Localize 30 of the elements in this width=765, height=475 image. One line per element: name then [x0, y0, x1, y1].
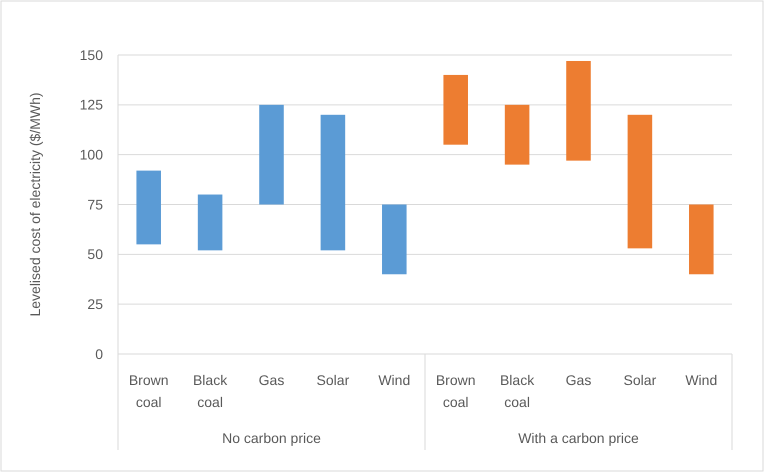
x-tick-label: Solar [624, 372, 657, 388]
bar [443, 74, 468, 145]
bar [136, 170, 161, 244]
y-tick-label: 0 [95, 346, 104, 362]
x-tick-label: Black coal [192, 372, 228, 410]
bar [566, 60, 591, 161]
bar [689, 204, 714, 274]
y-tick-label: 25 [87, 296, 104, 312]
bar [320, 114, 346, 250]
bar [198, 194, 222, 250]
y-tick-label: 100 [80, 146, 104, 163]
y-tick-label: 125 [80, 96, 104, 113]
text: No carbon price [222, 430, 322, 446]
bar [382, 204, 407, 274]
x-tick-label: Wind [685, 372, 718, 388]
y-tick-label: 50 [87, 246, 104, 262]
x-tick-label: Gas [258, 372, 284, 388]
y-axis-title: Levelised cost of electricity ($/MWh) [27, 92, 43, 317]
x-tick-label: Gas [566, 372, 592, 388]
x-tick-label: Brown coal [128, 372, 169, 410]
y-tick-label: 150 [80, 46, 104, 63]
bar [504, 104, 530, 165]
y-tick-label: 75 [87, 196, 104, 212]
text: With a carbon price [518, 430, 640, 446]
x-tick-label: Black coal [500, 372, 536, 410]
x-tick-label: Wind [378, 372, 410, 388]
x-tick-label: Brown coal [436, 372, 476, 410]
bar [628, 114, 652, 248]
bar [259, 104, 284, 204]
x-tick-label: Solar [316, 372, 350, 388]
